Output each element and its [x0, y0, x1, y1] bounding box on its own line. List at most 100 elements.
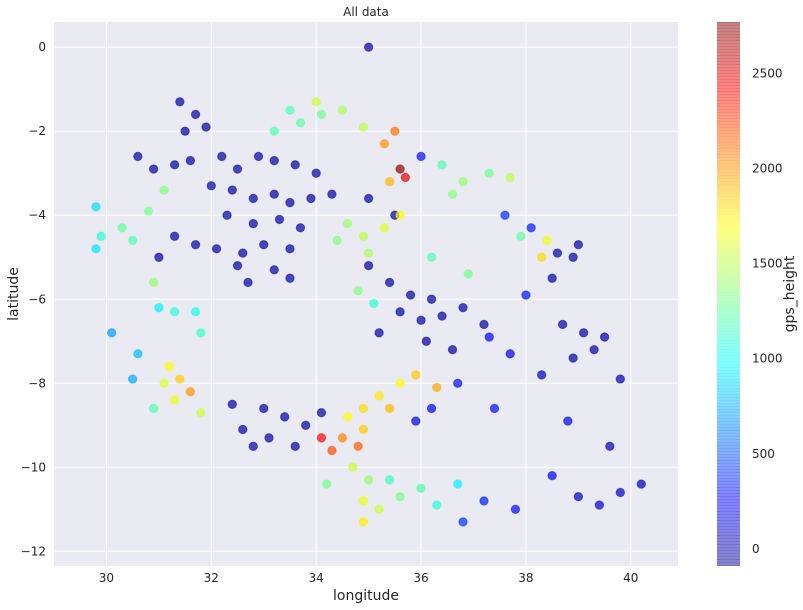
data-point: [285, 197, 295, 208]
data-point: [327, 445, 337, 456]
data-point: [395, 210, 405, 220]
data-point: [169, 231, 180, 241]
data-point: [374, 391, 384, 401]
data-point: [358, 122, 369, 132]
data-point: [91, 244, 101, 254]
data-point: [563, 416, 573, 426]
data-point: [342, 218, 353, 229]
y-tick-label: −6: [28, 292, 46, 306]
data-point: [599, 332, 610, 342]
data-point: [190, 109, 201, 120]
data-point: [384, 475, 395, 485]
data-point: [458, 302, 468, 313]
data-point: [342, 412, 353, 422]
data-point: [238, 248, 248, 258]
data-point: [515, 231, 526, 241]
data-point: [154, 302, 164, 313]
data-point: [169, 395, 180, 405]
data-point: [426, 403, 437, 414]
data-point: [578, 328, 589, 338]
data-point: [169, 160, 180, 170]
data-point: [327, 189, 337, 199]
data-point: [395, 378, 405, 388]
data-point: [143, 206, 154, 216]
data-point: [594, 500, 605, 510]
data-point: [542, 235, 552, 246]
data-point: [332, 235, 342, 246]
data-point: [453, 378, 463, 388]
data-point: [106, 328, 117, 338]
data-point: [605, 441, 615, 451]
data-point: [390, 126, 400, 136]
data-point: [201, 122, 211, 132]
data-point: [411, 370, 421, 380]
data-point: [416, 315, 426, 325]
data-point: [353, 441, 363, 451]
data-point: [227, 399, 237, 409]
x-tick-label: 34: [309, 571, 324, 585]
data-point: [285, 244, 295, 254]
data-point: [169, 307, 180, 317]
data-point: [248, 441, 258, 451]
data-point: [463, 269, 473, 279]
data-point: [259, 239, 269, 250]
data-point: [363, 260, 374, 271]
colorbar-tick-label: 0: [752, 542, 760, 556]
data-point: [363, 193, 374, 204]
data-points: [91, 42, 646, 527]
data-point: [248, 193, 258, 204]
x-tick-label: 40: [623, 571, 638, 585]
y-axis-label: latitude: [6, 267, 22, 321]
data-point: [552, 248, 563, 258]
y-tick-label: −10: [21, 460, 46, 474]
data-point: [395, 164, 405, 174]
data-point: [374, 504, 384, 514]
data-point: [127, 235, 138, 246]
data-point: [238, 424, 248, 435]
data-point: [196, 328, 206, 338]
data-point: [269, 265, 279, 275]
data-point: [358, 496, 369, 506]
data-point: [458, 517, 468, 527]
data-point: [510, 504, 521, 514]
data-point: [159, 185, 169, 195]
data-point: [384, 277, 395, 288]
data-point: [589, 344, 599, 355]
data-point: [348, 462, 358, 472]
colorbar-tick-label: 2500: [752, 66, 783, 80]
data-point: [505, 349, 515, 359]
plot-area: [54, 22, 678, 566]
data-point: [437, 160, 447, 170]
data-point: [148, 277, 159, 288]
data-point: [316, 407, 327, 418]
data-point: [306, 193, 316, 204]
data-point: [185, 386, 196, 397]
colorbar: [717, 22, 740, 566]
y-axis-ticks: 0 −2 −4 −6 −8 −10 −12: [21, 40, 46, 558]
data-point: [458, 176, 468, 187]
data-point: [447, 344, 458, 355]
data-point: [133, 349, 143, 359]
data-point: [547, 470, 557, 481]
data-point: [636, 479, 646, 489]
data-point: [416, 151, 426, 162]
x-tick-label: 36: [413, 571, 428, 585]
data-point: [269, 126, 279, 136]
data-point: [96, 231, 106, 241]
data-point: [374, 328, 384, 338]
data-point: [358, 231, 369, 241]
data-point: [437, 311, 447, 321]
data-point: [521, 290, 531, 300]
data-point: [353, 286, 363, 296]
data-point: [280, 412, 290, 422]
chart-title: All data: [343, 5, 389, 19]
data-point: [432, 500, 442, 510]
data-point: [426, 252, 437, 262]
data-point: [217, 151, 227, 162]
data-point: [384, 176, 395, 187]
data-point: [421, 336, 432, 346]
colorbar-tick-label: 2000: [752, 161, 783, 175]
data-point: [269, 189, 279, 199]
data-point: [290, 441, 300, 451]
data-point: [300, 420, 311, 430]
